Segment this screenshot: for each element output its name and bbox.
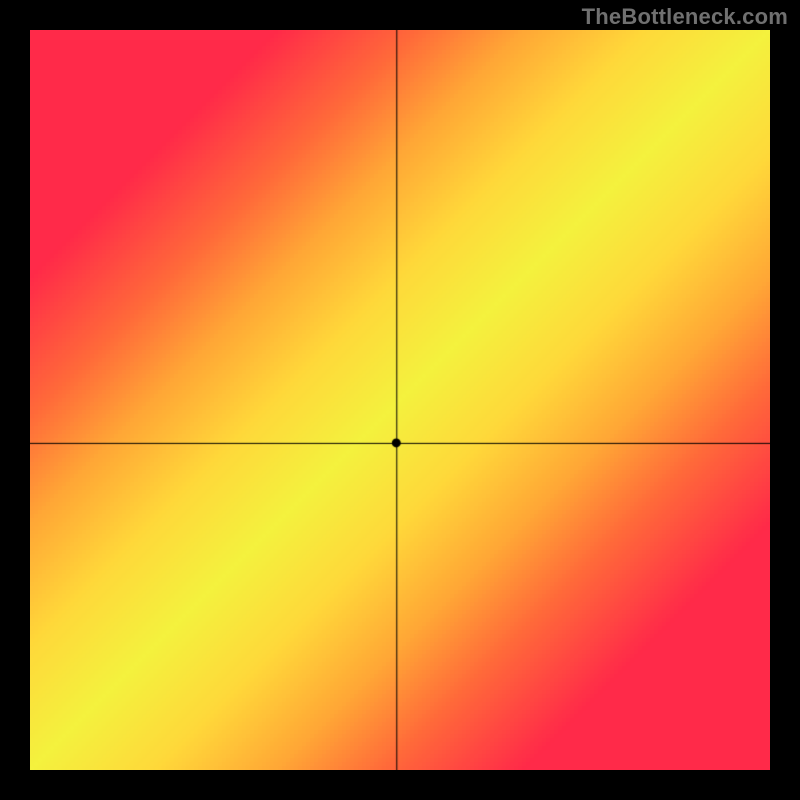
heatmap-plot	[30, 30, 770, 770]
chart-container: TheBottleneck.com	[0, 0, 800, 800]
watermark-text: TheBottleneck.com	[582, 4, 788, 30]
heatmap-canvas	[30, 30, 770, 770]
